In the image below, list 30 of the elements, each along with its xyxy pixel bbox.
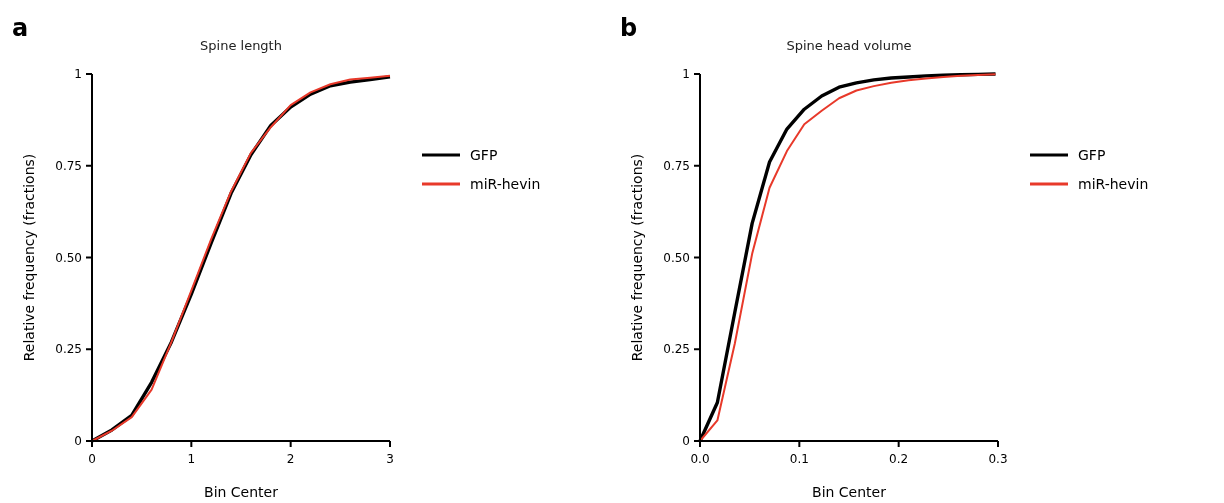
x-tick-label: 3 — [386, 452, 394, 466]
text: b — [620, 14, 638, 42]
y-axis-title: Relative frequency (fractions) — [629, 153, 645, 362]
chart-title: Spine head volume — [786, 38, 912, 53]
y-tick-label: 0.50 — [55, 250, 82, 265]
x-axis-title: Bin Center — [204, 484, 279, 500]
y-tick-label: 1 — [682, 67, 690, 82]
legend-label: miR-hevin — [470, 175, 541, 192]
y-tick-label: 0.25 — [55, 342, 82, 357]
chart-title: Spine length — [200, 38, 282, 53]
y-tick-label: 0.75 — [663, 158, 690, 173]
y-tick-label: 0.25 — [663, 342, 690, 357]
y-tick-label: 0 — [74, 434, 82, 449]
x-tick-label: 0.1 — [789, 452, 809, 466]
legend-label: GFP — [470, 146, 498, 163]
y-tick-label: 0.75 — [55, 158, 82, 173]
legend-label: GFP — [1078, 146, 1106, 163]
x-tick-label: 1 — [187, 452, 196, 466]
x-axis-title: Bin Center — [812, 484, 887, 500]
y-tick-label: 1 — [74, 67, 82, 82]
text: a — [12, 14, 29, 42]
y-tick-label: 0 — [682, 434, 690, 449]
x-tick-label: 2 — [286, 452, 295, 466]
x-tick-label: 0.0 — [690, 452, 710, 466]
y-axis-title: Relative frequency (fractions) — [21, 153, 37, 362]
x-tick-label: 0 — [88, 452, 96, 466]
x-tick-label: 0.2 — [889, 452, 909, 466]
legend-label: miR-hevin — [1078, 175, 1149, 192]
y-tick-label: 0.50 — [663, 250, 690, 265]
x-tick-label: 0.3 — [988, 452, 1008, 466]
